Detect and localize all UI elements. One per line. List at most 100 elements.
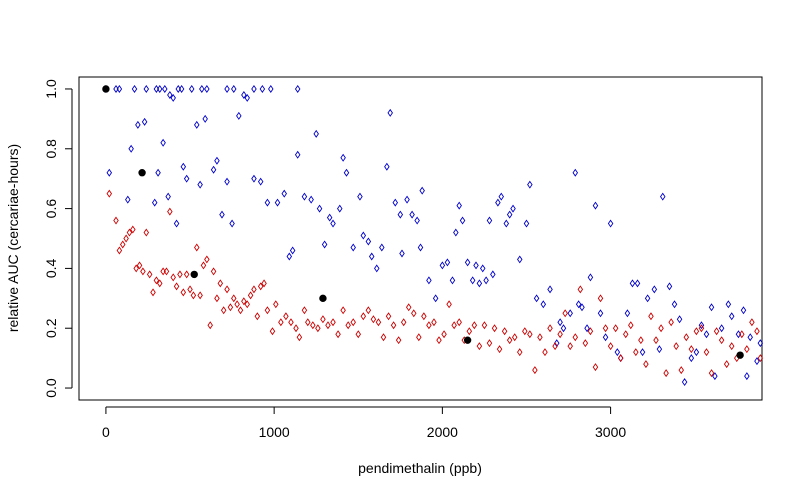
data-point-blue — [592, 201, 599, 210]
data-point-red — [261, 279, 267, 288]
data-point-blue — [517, 255, 523, 264]
data-point-blue — [417, 243, 424, 252]
data-point-blue — [453, 228, 459, 237]
data-point-blue — [486, 216, 493, 225]
data-point-red — [224, 285, 230, 294]
data-point-red — [301, 306, 308, 315]
data-point-red — [678, 366, 684, 375]
data-point-blue — [281, 189, 287, 198]
data-point-blue — [757, 339, 764, 348]
data-point-red — [173, 282, 180, 291]
data-point-blue — [754, 357, 760, 366]
data-point-red — [126, 228, 133, 237]
data-point-blue — [167, 90, 173, 99]
data-point-blue — [473, 261, 479, 270]
data-point-red — [441, 330, 447, 339]
data-point-red — [633, 348, 639, 357]
data-point-red — [113, 216, 119, 225]
data-point-blue — [449, 276, 456, 285]
y-tick-label: 1.0 — [43, 79, 59, 99]
data-point-red — [325, 321, 331, 330]
data-point-blue — [688, 354, 695, 363]
data-point-red — [123, 234, 129, 243]
data-point-blue — [617, 354, 624, 363]
data-point-blue — [379, 243, 385, 252]
data-point-red — [532, 366, 538, 375]
data-point-blue — [659, 192, 666, 201]
data-point-blue — [584, 324, 590, 333]
data-point-blue — [712, 372, 718, 381]
data-point-blue — [399, 249, 405, 258]
data-point-blue — [268, 84, 274, 93]
data-point-blue — [597, 309, 604, 318]
data-point-red — [511, 333, 518, 342]
data-point-red — [698, 324, 705, 333]
data-point-red — [522, 327, 528, 336]
data-point-red — [200, 261, 207, 270]
data-point-blue — [459, 216, 466, 225]
data-point-blue — [365, 237, 372, 246]
data-point-red — [150, 288, 156, 297]
data-point-red — [622, 330, 629, 339]
data-point-blue — [567, 309, 573, 318]
data-point-blue — [251, 84, 257, 93]
data-point-blue — [294, 150, 301, 159]
data-point-blue — [671, 300, 678, 309]
data-point-blue — [469, 276, 476, 285]
data-point-red — [180, 288, 187, 297]
data-point-red — [728, 342, 735, 351]
data-point-red — [214, 294, 220, 303]
data-point-blue — [274, 198, 281, 207]
data-point-red — [567, 342, 573, 351]
data-point-red — [506, 336, 513, 345]
data-point-blue — [155, 168, 161, 177]
data-point-red — [683, 333, 690, 342]
data-point-blue — [308, 195, 314, 204]
data-point-blue — [602, 333, 609, 342]
data-point-red — [170, 273, 176, 282]
data-point-red — [400, 318, 407, 327]
data-point-blue — [614, 348, 621, 357]
data-point-red — [370, 315, 377, 324]
data-point-blue — [301, 192, 308, 201]
data-point-blue — [180, 162, 187, 171]
data-point-red — [305, 318, 311, 327]
data-point-red — [293, 324, 299, 333]
data-point-blue — [456, 201, 462, 210]
data-point-red — [278, 318, 284, 327]
data-point-blue — [656, 345, 663, 354]
x-tick-label: 2000 — [427, 424, 458, 440]
plot-frame — [78, 76, 763, 401]
data-point-red — [643, 360, 649, 369]
x-axis-label: pendimethalin (ppb) — [358, 460, 482, 476]
data-point-red — [668, 318, 674, 327]
data-point-blue — [384, 162, 390, 171]
data-point-red — [496, 345, 503, 354]
data-point-red — [628, 321, 634, 330]
data-point-red — [718, 336, 725, 345]
data-point-blue — [125, 195, 131, 204]
data-point-blue — [188, 84, 195, 93]
data-point-red — [648, 312, 654, 321]
data-point-red — [375, 318, 382, 327]
data-point-red — [587, 327, 594, 336]
data-point-blue — [503, 219, 510, 228]
data-point-red — [744, 345, 750, 354]
data-point-blue — [194, 120, 200, 129]
data-point-blue — [316, 204, 323, 213]
data-point-red — [592, 363, 599, 372]
data-point-blue — [527, 180, 533, 189]
data-point-red — [315, 324, 321, 333]
data-point-red — [501, 327, 508, 336]
data-point-red — [296, 333, 303, 342]
data-point-red — [653, 336, 659, 345]
data-point-red — [562, 309, 568, 318]
y-axis: 0.0 0.2 0.4 0.6 0.8 1.0 — [43, 79, 73, 398]
data-point-red — [330, 318, 336, 327]
data-point-red — [231, 294, 237, 303]
data-point-red — [456, 318, 462, 327]
data-point-black — [102, 85, 110, 93]
data-point-red — [251, 285, 257, 294]
data-point-red — [385, 312, 392, 321]
data-point-red — [177, 270, 183, 279]
